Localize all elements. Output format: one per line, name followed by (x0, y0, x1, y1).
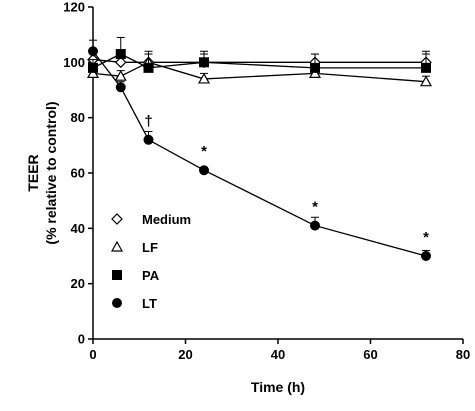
y-tick-label: 100 (63, 55, 85, 70)
y-tick-label: 80 (71, 110, 85, 125)
legend-label-pa: PA (142, 268, 160, 283)
legend-label-lt: LT (142, 296, 157, 311)
legend-marker-lf (110, 240, 124, 252)
legend-label-lf: LF (142, 240, 158, 255)
x-axis-title: Time (h) (251, 379, 305, 395)
y-tick-label: 20 (71, 276, 85, 291)
tick-labels: 0 20 40 60 80 100 120 0 20 40 60 80 (63, 0, 470, 362)
data-point-pa (421, 62, 431, 73)
data-point-pa (310, 62, 320, 73)
data-point-pa (88, 62, 98, 73)
annotations: † * * * (144, 113, 429, 246)
y-tick-label: 60 (71, 166, 85, 181)
x-tick-label: 20 (178, 347, 192, 362)
x-tick-label: 80 (456, 347, 470, 362)
data-point-lf (197, 72, 211, 84)
series-pa (88, 36, 431, 73)
legend-marker-medium (111, 213, 123, 225)
series-line-medium (92, 58, 426, 63)
data-point-medium (114, 56, 127, 69)
legend-marker-lt (112, 298, 122, 308)
series-group (86, 36, 433, 261)
y-axis-title-line2: (% relative to control) (43, 101, 59, 244)
data-point-lf (86, 67, 100, 79)
legend-marker-pa (112, 270, 122, 280)
legend: Medium LF PA LT (110, 212, 191, 311)
series-lf (86, 53, 433, 87)
x-tick-label: 60 (363, 347, 377, 362)
data-point-lf (419, 75, 433, 87)
data-point-lt (310, 220, 320, 231)
series-line-lt (92, 50, 427, 257)
significance-mark: * (201, 143, 207, 160)
data-point-lt (421, 251, 431, 261)
significance-mark: † (144, 113, 152, 130)
series-line-pa (92, 53, 426, 69)
y-tick-label: 120 (63, 0, 85, 15)
data-point-lf (308, 67, 322, 79)
data-point-lt (199, 165, 209, 176)
data-point-pa (115, 49, 126, 60)
y-tick-label: 40 (71, 221, 85, 236)
y-axis-title-line1: TEER (25, 154, 41, 191)
series-lt (88, 39, 431, 261)
significance-mark: * (312, 199, 318, 216)
series-line-lf (92, 61, 427, 83)
data-point-pa (199, 57, 209, 68)
y-tick-label: 0 (78, 332, 85, 347)
x-tick-label: 0 (89, 347, 96, 362)
data-point-lf (114, 69, 127, 81)
data-point-lt (88, 46, 98, 57)
x-tick-label: 40 (271, 347, 285, 362)
data-point-lt (115, 82, 126, 93)
data-point-lt (143, 134, 154, 145)
axes (88, 6, 464, 344)
significance-mark: * (423, 229, 429, 246)
data-point-pa (143, 62, 154, 73)
legend-label-medium: Medium (142, 212, 191, 227)
